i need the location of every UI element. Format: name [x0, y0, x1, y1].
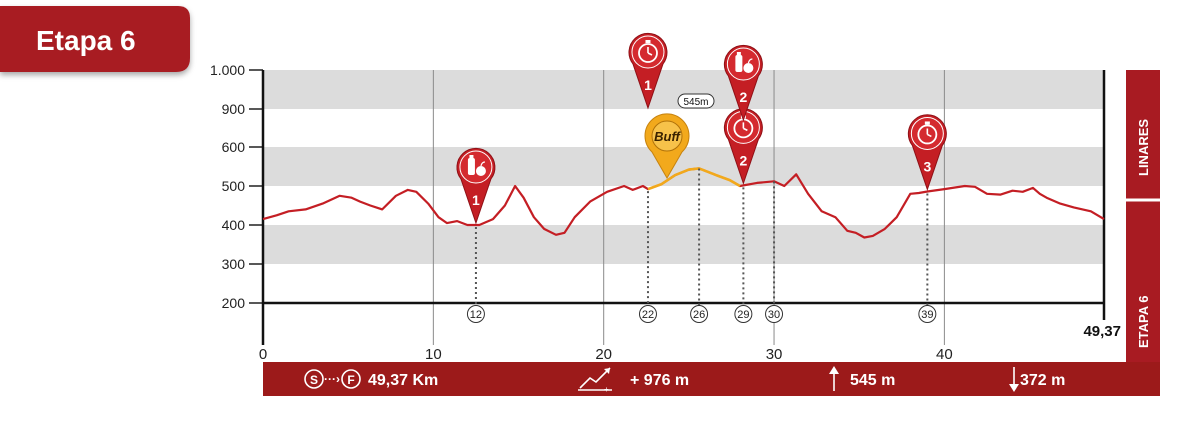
peak-label: 545m	[677, 93, 715, 109]
apple-stem-icon	[480, 161, 485, 167]
highlight-segment-line	[647, 167, 741, 191]
timer-icon-face	[638, 43, 658, 63]
plot-band	[263, 225, 1104, 264]
bottle-cap-icon	[736, 52, 741, 56]
buff-pin: Buff	[644, 113, 690, 180]
y-tick-label: 500	[222, 178, 246, 194]
y-axis-ticks: 200 300 400 500 600 900 1.000	[210, 62, 263, 311]
svg-text:+: +	[604, 385, 609, 394]
km-marker-circle	[638, 305, 657, 323]
timer-icon-hand	[743, 127, 748, 132]
food-drink-icon	[735, 52, 754, 73]
bottle-icon	[735, 55, 743, 72]
climb-icon: +	[578, 367, 612, 394]
x-tick-label: 10	[425, 346, 442, 363]
pin-head	[459, 150, 493, 184]
pin-number: 2	[739, 152, 747, 168]
peak-label-text: 545m	[683, 97, 708, 108]
timer-icon	[917, 121, 938, 145]
km-marker-label: 22	[642, 309, 654, 321]
timer-icon-crown	[645, 40, 651, 43]
y-tick-label: 1.000	[210, 62, 245, 78]
stage-badge	[0, 6, 190, 72]
destination-label: LINARES	[1136, 119, 1151, 176]
start-icon: S	[310, 373, 318, 387]
apple-stem-icon	[747, 58, 753, 64]
pin-head	[726, 47, 760, 81]
km-marker-circle	[466, 305, 485, 323]
km-marker-circle	[918, 305, 937, 323]
y-tick-label: 900	[222, 101, 246, 117]
side-bar	[1126, 70, 1160, 370]
end-distance: 49,37	[1083, 323, 1121, 340]
buff-pin-label: Buff	[654, 129, 681, 144]
x-tick-label: 0	[259, 346, 267, 363]
km-marker-label: 29	[737, 309, 749, 321]
side-stage-label: ETAPA 6	[1136, 296, 1151, 349]
footer-min-altitude: 372 m	[1020, 372, 1065, 389]
km-marker-label: 26	[693, 309, 705, 321]
timer-pin: 3	[907, 114, 947, 192]
food-drink-icon	[467, 155, 486, 176]
timer-icon-face	[917, 124, 938, 145]
y-tick-label: 200	[222, 295, 246, 311]
y-tick-label: 400	[222, 217, 246, 233]
start-finish-icon: S ···› F	[304, 369, 361, 389]
km-marker-label: 39	[921, 309, 933, 321]
km-marker-circle	[690, 305, 709, 323]
x-tick-label: 40	[936, 346, 953, 363]
footer-distance: 49,37 Km	[368, 372, 438, 389]
footer-max-altitude: 545 m	[850, 372, 895, 389]
km-marker-circle	[734, 305, 753, 323]
timer-icon-crown	[924, 121, 930, 125]
food-drink-pin: 1	[456, 147, 496, 225]
pin-number: 2	[739, 89, 747, 105]
x-tick-label: 20	[595, 346, 612, 363]
x-tick-label: 30	[766, 346, 783, 363]
timer-icon-hand	[926, 133, 932, 138]
y-tick-label: 300	[222, 256, 246, 272]
timer-icon	[638, 40, 658, 63]
timer-pin: 1	[628, 32, 668, 110]
plot-band	[263, 147, 1104, 186]
bottle-icon	[467, 158, 475, 175]
stage-badge-label: Etapa 6	[36, 25, 136, 56]
min-altitude-icon	[1009, 367, 1019, 392]
arrow-dots: ···›	[324, 372, 340, 386]
pin-number: 1	[472, 192, 480, 208]
km-marker-label: 12	[470, 309, 482, 321]
pins: 1 1 2 3 2	[456, 32, 947, 225]
footer-bar	[263, 362, 1160, 396]
x-axis-ticks: 0 10 20 30 40	[259, 346, 953, 363]
bottle-cap-icon	[469, 155, 474, 159]
y-tick-label: 600	[222, 139, 246, 155]
timer-icon-hand	[647, 52, 653, 56]
timer-pin: 2	[723, 108, 763, 185]
footer-climb: + 976 m	[630, 372, 689, 389]
finish-icon: F	[347, 373, 354, 387]
pin-number: 3	[923, 158, 931, 174]
km-marker-circle	[765, 305, 784, 323]
food-drink-pin: 2	[723, 44, 763, 122]
apple-icon	[475, 166, 486, 176]
markers: 12 22 26 29 30 39	[466, 168, 937, 323]
apple-icon	[743, 63, 754, 73]
pin-number: 1	[644, 77, 652, 93]
max-altitude-icon	[829, 366, 839, 391]
plot-bands	[263, 70, 1104, 264]
km-marker-label: 30	[768, 309, 780, 321]
